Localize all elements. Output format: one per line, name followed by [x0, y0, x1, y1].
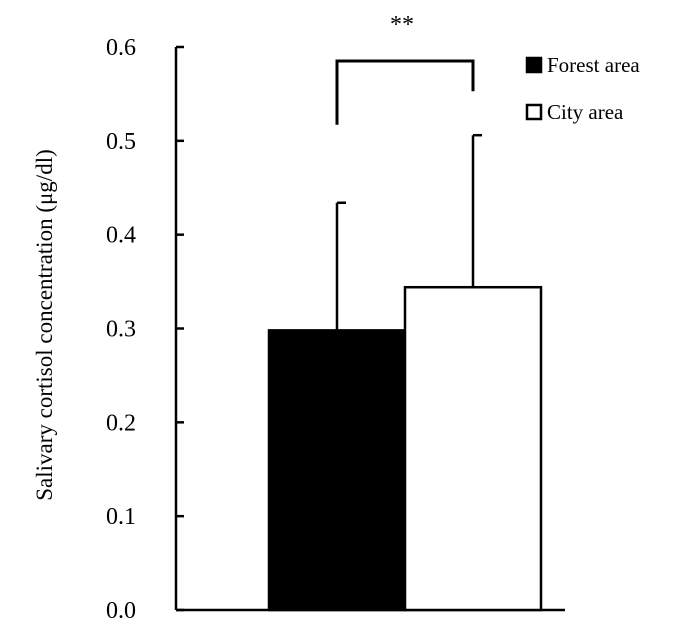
significance-label: ** — [390, 12, 414, 38]
y-tick-label: 0.6 — [106, 35, 136, 61]
y-tick-label: 0.0 — [106, 598, 136, 624]
y-tick-label: 0.1 — [106, 504, 136, 530]
bar-forest-area — [267, 329, 407, 612]
significance-bracket — [335, 59, 475, 125]
y-tick-label: 0.2 — [106, 410, 136, 436]
y-tick-label: 0.3 — [106, 317, 136, 343]
plot-area: 0.0 0.1 0.2 0.3 0.4 0.5 0.6 — [106, 35, 565, 624]
y-axis-title: Salivary cortisol concentration (μg/dl) — [32, 149, 57, 500]
legend: Forest area City area — [525, 53, 640, 124]
legend-label: City area — [547, 100, 624, 124]
y-tick-label: 0.4 — [106, 223, 136, 249]
y-tick-label: 0.5 — [106, 129, 136, 155]
bar-city-area — [403, 285, 543, 612]
legend-label: Forest area — [547, 53, 640, 77]
legend-swatch — [525, 103, 543, 121]
legend-swatch — [525, 56, 543, 74]
